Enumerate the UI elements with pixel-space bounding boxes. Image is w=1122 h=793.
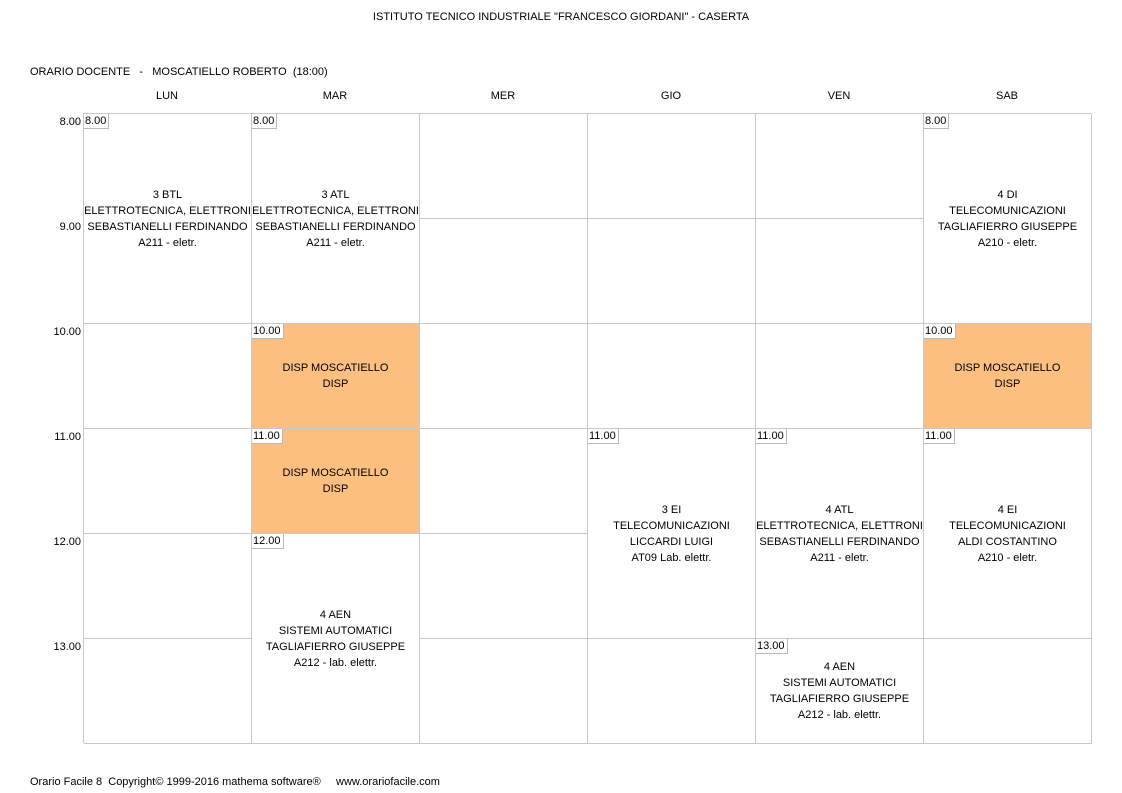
lesson-line: TAGLIAFIERRO GIUSEPPE — [769, 693, 910, 705]
empty-cell — [756, 219, 924, 324]
lesson-line: ELETTROTECNICA, ELETTRONI — [84, 204, 251, 217]
lesson-start-time: 8.00 — [84, 114, 110, 129]
lesson-block: 13.00 4 AEN SISTEMI AUTOMATICI TAGLIAFIERRO… — [756, 639, 924, 744]
lesson-line: DISP MOSCATIELLO — [282, 362, 389, 374]
empty-cell — [84, 534, 252, 639]
empty-cell — [84, 639, 252, 744]
empty-cell — [588, 114, 756, 219]
time-label-9: 9.00 — [59, 221, 81, 233]
school-title: ISTITUTO TECNICO INDUSTRIALE "FRANCESCO … — [372, 11, 750, 23]
footer-copyright: Orario Facile 8 Copyright© 1999-2016 mat… — [30, 776, 440, 788]
lesson-start-time: 11.00 — [924, 429, 955, 444]
day-header-mer: MER — [490, 90, 516, 102]
lesson-line: A212 - lab. elettr. — [797, 709, 882, 721]
lesson-line: 4 AEN — [823, 661, 856, 673]
time-label-11: 11.00 — [54, 431, 81, 443]
availability-block: 11.00 DISP MOSCATIELLO DISP — [252, 429, 420, 534]
lesson-line: DISP — [322, 483, 349, 495]
timetable-grid: 8.00 3 BTL ELETTROTECNICA, ELETTRONI SEBAST… — [83, 113, 1092, 744]
lesson-line: SEBASTIANELLI FERDINANDO — [87, 220, 248, 233]
lesson-block: 11.00 4 ATL ELETTROTECNICA, ELETTRONI SEBAS… — [756, 429, 924, 639]
lesson-line: 3 EI — [661, 503, 682, 516]
empty-cell — [420, 114, 588, 219]
lesson-start-time: 10.00 — [252, 324, 284, 339]
lesson-start-time: 11.00 — [252, 429, 283, 444]
lesson-line: ELETTROTECNICA, ELETTRONI — [252, 204, 419, 217]
lesson-line: 3 ATL — [321, 188, 350, 201]
lesson-block: 11.00 4 EI TELECOMUNICAZIONI ALDI COSTANTIN… — [924, 429, 1092, 639]
lesson-line: A211 - eletr. — [306, 236, 365, 249]
lesson-start-time: 8.00 — [924, 114, 950, 129]
lesson-line: SEBASTIANELLI FERDINANDO — [759, 535, 920, 548]
lesson-block: 8.00 4 DI TELECOMUNICAZIONI TAGLIAFIERRO GI… — [924, 114, 1092, 324]
day-header-lun: LUN — [155, 90, 178, 102]
empty-cell — [420, 534, 588, 639]
lesson-line: A212 - lab. elettr. — [293, 656, 378, 669]
day-header-ven: VEN — [827, 90, 851, 102]
lesson-line: SISTEMI AUTOMATICI — [782, 677, 897, 689]
lesson-line: TAGLIAFIERRO GIUSEPPE — [265, 640, 406, 653]
lesson-line: 4 ATL — [825, 503, 854, 516]
lesson-line: SISTEMI AUTOMATICI — [278, 624, 393, 637]
lesson-line: SEBASTIANELLI FERDINANDO — [255, 220, 416, 233]
lesson-start-time: 11.00 — [756, 429, 787, 444]
time-label-8: 8.00 — [59, 116, 81, 128]
lesson-line: 4 DI — [997, 188, 1018, 201]
lesson-line: 4 EI — [997, 503, 1018, 516]
empty-cell — [420, 639, 588, 744]
lesson-line: LICCARDI LUIGI — [629, 535, 714, 548]
teacher-schedule-title: ORARIO DOCENTE - MOSCATIELLO ROBERTO (18… — [30, 66, 328, 78]
empty-cell — [588, 639, 756, 744]
empty-cell — [420, 324, 588, 429]
lesson-line: DISP — [994, 378, 1021, 390]
availability-block: 10.00 DISP MOSCATIELLO DISP — [924, 324, 1092, 429]
lesson-block: 11.00 3 EI TELECOMUNICAZIONI LICCARDI LUIGI… — [588, 429, 756, 639]
lesson-line: 3 BTL — [152, 188, 183, 201]
lesson-line: A211 - eletr. — [810, 551, 869, 564]
empty-cell — [84, 429, 252, 534]
day-header-gio: GIO — [660, 90, 682, 102]
lesson-block: 8.00 3 ATL ELETTROTECNICA, ELETTRONI SEBAST… — [252, 114, 420, 324]
lesson-line: A210 - eletr. — [977, 236, 1038, 249]
empty-cell — [756, 324, 924, 429]
empty-cell — [84, 324, 252, 429]
lesson-block: 12.00 4 AEN SISTEMI AUTOMATICI TAGLIAFIERRO… — [252, 534, 420, 744]
time-label-12: 12.00 — [53, 536, 81, 548]
lesson-line: TELECOMUNICAZIONI — [949, 204, 1066, 217]
lesson-start-time: 8.00 — [252, 114, 278, 129]
lesson-line: AT09 Lab. elettr. — [631, 551, 712, 564]
lesson-line: DISP MOSCATIELLO — [282, 467, 389, 479]
empty-cell — [588, 324, 756, 429]
lesson-line: A211 - eletr. — [138, 236, 197, 249]
time-label-13: 13.00 — [53, 641, 81, 653]
lesson-line: 4 AEN — [319, 608, 352, 621]
day-header-mar: MAR — [322, 90, 348, 102]
lesson-start-time: 13.00 — [756, 639, 788, 654]
lesson-line: A210 - eletr. — [977, 551, 1038, 564]
empty-cell — [756, 114, 924, 219]
lesson-block: 8.00 3 BTL ELETTROTECNICA, ELETTRONI SEBAST… — [84, 114, 252, 324]
day-header-sab: SAB — [995, 90, 1018, 102]
time-label-10: 10.00 — [53, 326, 81, 338]
lesson-start-time: 10.00 — [924, 324, 956, 339]
lesson-line: DISP MOSCATIELLO — [954, 362, 1061, 374]
lesson-line: TELECOMUNICAZIONI — [613, 519, 730, 532]
lesson-start-time: 12.00 — [252, 534, 284, 549]
lesson-line: TELECOMUNICAZIONI — [949, 519, 1066, 532]
lesson-line: ELETTROTECNICA, ELETTRONI — [756, 519, 923, 532]
empty-cell — [420, 219, 588, 324]
lesson-line: DISP — [322, 378, 349, 390]
empty-cell — [588, 219, 756, 324]
lesson-start-time: 11.00 — [588, 429, 619, 444]
availability-block: 10.00 DISP MOSCATIELLO DISP — [252, 324, 420, 429]
empty-cell — [924, 639, 1092, 744]
empty-cell — [420, 429, 588, 534]
lesson-line: ALDI COSTANTINO — [958, 535, 1057, 548]
lesson-line: TAGLIAFIERRO GIUSEPPE — [937, 220, 1078, 233]
